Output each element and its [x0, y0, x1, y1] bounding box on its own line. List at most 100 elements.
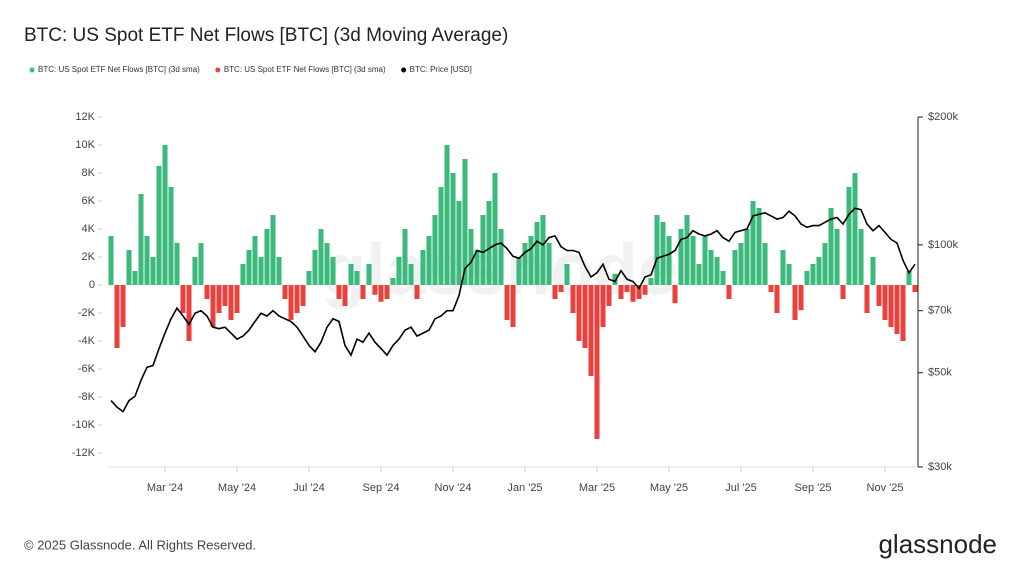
bar [390, 278, 396, 285]
bar [660, 222, 666, 285]
bar [564, 264, 570, 285]
bar [162, 145, 168, 285]
bar [396, 257, 402, 285]
bar [114, 285, 120, 348]
y2-tick-label: $30k [928, 461, 952, 473]
y-tick-label: 4K [82, 223, 96, 235]
y-tick-label: -10K [72, 419, 96, 431]
bar [768, 285, 774, 292]
bar [288, 285, 294, 320]
x-tick-label: Jul '24 [293, 482, 324, 494]
bar [444, 145, 450, 285]
bar [744, 229, 750, 285]
y-tick-label: 6K [82, 195, 96, 207]
bar [840, 285, 846, 299]
bar [690, 236, 696, 285]
y-tick-label: -2K [78, 307, 96, 319]
bar [270, 215, 276, 285]
bar [354, 271, 360, 285]
bar [366, 264, 372, 285]
bar [234, 285, 240, 313]
bar [858, 229, 864, 285]
legend-marker [401, 67, 407, 73]
legend-label: BTC: US Spot ETF Net Flows [BTC] (3d sma… [38, 65, 200, 74]
bar [774, 285, 780, 313]
bar [192, 257, 198, 285]
bar [246, 250, 252, 285]
bar [654, 215, 660, 285]
bar [414, 285, 420, 299]
x-tick-label: Sep '24 [363, 482, 400, 494]
bar [324, 243, 330, 285]
x-tick-label: Nov '25 [867, 482, 904, 494]
bar [426, 236, 432, 285]
bar [402, 229, 408, 285]
bar [798, 285, 804, 311]
bar [228, 285, 234, 320]
bar [360, 285, 366, 299]
bar [156, 166, 162, 285]
bar [756, 208, 762, 285]
bar [708, 250, 714, 285]
bar [678, 229, 684, 285]
bar [282, 285, 288, 299]
y-tick-label: -6K [78, 363, 96, 375]
y-tick-label: -12K [72, 447, 96, 459]
bar [300, 285, 306, 306]
bar [384, 285, 390, 299]
bar [306, 271, 312, 285]
bar [408, 264, 414, 285]
bar [816, 257, 822, 285]
bar [144, 236, 150, 285]
bar [822, 243, 828, 285]
bar [504, 285, 510, 320]
price-line [110, 207, 916, 413]
bar [330, 257, 336, 285]
bar [702, 236, 708, 285]
bar [456, 201, 462, 285]
bar [174, 243, 180, 285]
bar [516, 257, 522, 285]
x-tick-label: Nov '24 [435, 482, 472, 494]
y-tick-label: 10K [75, 139, 95, 151]
bar [570, 285, 576, 313]
bar [846, 187, 852, 285]
y-tick-label: 0 [89, 279, 95, 291]
bar [168, 187, 174, 285]
bar [336, 285, 342, 299]
bar [594, 285, 600, 439]
bar [216, 285, 222, 313]
bar [684, 215, 690, 285]
bar [474, 250, 480, 285]
bar [462, 159, 468, 285]
bar [762, 243, 768, 285]
bar [372, 285, 378, 295]
bar [420, 250, 426, 285]
bar [276, 257, 282, 285]
bar [186, 285, 192, 341]
legend-label: BTC: US Spot ETF Net Flows [BTC] (3d sma… [224, 65, 386, 74]
bar [696, 264, 702, 285]
bar [720, 271, 726, 285]
bar [222, 285, 228, 306]
bar [618, 285, 624, 299]
bar [792, 285, 798, 320]
bar [552, 285, 558, 299]
y-tick-label: -4K [78, 335, 96, 347]
bar [588, 285, 594, 376]
bar [804, 271, 810, 285]
bar [546, 243, 552, 285]
x-tick-label: Jan '25 [507, 482, 542, 494]
x-tick-label: Mar '25 [579, 482, 615, 494]
bar [732, 250, 738, 285]
bar [126, 250, 132, 285]
bar [726, 285, 732, 299]
bar [120, 285, 126, 327]
bar [612, 273, 618, 285]
bar [600, 285, 606, 327]
y2-tick-label: $200k [928, 111, 958, 123]
bar [108, 236, 114, 285]
bar [828, 208, 834, 285]
bar [204, 285, 210, 299]
bar [576, 285, 582, 341]
